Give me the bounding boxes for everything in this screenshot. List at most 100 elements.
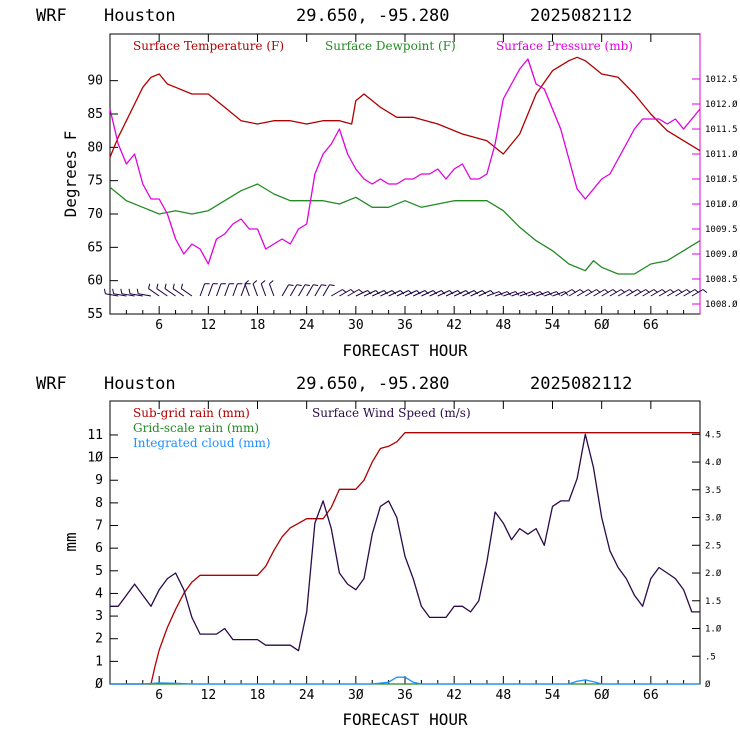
y2-tick-label: 1008.Ø [705,299,738,310]
x-tick-label: 6 [155,688,163,703]
panel-precipitation: WRF Houston 29.650, -95.280 2025082112 6… [36,374,722,729]
wind-barb [691,289,708,297]
y-tick-label: 3 [95,609,103,624]
wind-barb [148,283,160,297]
y-tick-label: 7 [95,519,103,534]
wind-barb [199,283,210,297]
wind-barb [224,283,235,297]
wind-barbs [103,280,708,297]
y2-tick-label: 1009.5 [705,225,738,235]
header-run-2: 2025082112 [530,374,632,394]
y2-tick-label: 1012.5 [705,75,738,85]
y-tick-label: 1Ø [87,451,103,466]
legend-wind-speed: Surface Wind Speed (m/s) [312,406,471,420]
x-tick-label: 3Ø [348,688,364,703]
wind-barb [103,288,119,297]
x-tick-label: 54 [545,318,561,333]
legend-pressure: Surface Pressure (mb) [496,39,633,53]
y2-tick-label: 4.Ø [705,457,722,468]
rain-series-3-line [110,433,700,652]
wind-barb [260,280,267,297]
x-tick-label: 18 [250,688,266,703]
y2-tick-label: 2.5 [705,541,721,551]
y-tick-label: 8 [95,496,103,511]
ylabel-2: mm [61,532,80,551]
x-tick-label: 42 [446,688,462,703]
x-tick-label: 18 [250,318,266,333]
y-tick-label: 75 [87,174,103,189]
wind-barb [252,280,258,297]
y2-tick-label: 1011.Ø [705,149,738,160]
header-location: Houston [104,6,176,26]
wind-barb [240,283,251,297]
y2-tick-label: 1.Ø [705,624,722,635]
wind-barb [120,288,135,297]
wind-barb [322,284,335,297]
wind-barb [216,283,226,297]
y2-tick-label: 1.5 [705,597,721,607]
y-tick-label: 2 [95,632,103,647]
legend-temperature: Surface Temperature (F) [133,39,284,53]
y2-tick-label: 1011.5 [705,125,738,135]
y-tick-label: 6 [95,541,103,556]
x-tick-label: 48 [496,688,512,703]
rain-series-2-line [110,676,700,685]
xlabel-1: FORECAST HOUR [342,341,468,360]
legend-dewpoint: Surface Dewpoint (F) [325,39,456,53]
y-tick-label: Ø [95,677,103,692]
y2-tick-label: 4.5 [705,430,721,440]
xlabel-2: FORECAST HOUR [342,710,468,729]
y2-tick-label: 3.5 [705,486,721,496]
axes-ticks-1: 6 12 18 24 30 36 42 48 54 6Ø 66 55 60 65 70 75 80 85 90 100… [87,34,738,333]
ylabel-1: Degrees F [61,131,80,218]
wind-barb [128,288,143,297]
wind-barb [172,283,185,297]
x-tick-label: 66 [643,688,659,703]
wind-barb [180,283,193,297]
series-group-2 [110,432,700,685]
wind-barb [281,284,294,297]
x-tick-label: 6Ø [594,688,610,703]
y-tick-label: 85 [87,107,103,122]
wind-barb [112,288,127,297]
wind-barb [306,284,319,297]
y-tick-label: 90 [87,74,103,89]
x-tick-label: 12 [201,688,217,703]
x-tick-label: 24 [299,318,315,333]
x-tick-label: 36 [397,688,413,703]
y-tick-label: 55 [87,307,103,322]
y2-tick-label: Ø [705,679,711,690]
wind-barb [347,289,364,297]
header-run: 2025082112 [530,6,632,26]
wind-barb [268,280,275,297]
y-tick-label: 5 [95,564,103,579]
rain-series-0-line [110,432,700,685]
x-tick-label: 54 [545,688,561,703]
wind-barb [136,288,152,297]
wind-barb [232,283,243,297]
x-tick-label: 12 [201,318,217,333]
y-tick-label: 60 [87,274,103,289]
wind-barb [207,283,218,297]
x-tick-label: 48 [496,318,512,333]
wind-barb [289,284,302,297]
panel-temperature: WRF Houston 29.650, -95.280 2025082112 6… [36,6,738,360]
wind-barb [298,284,310,297]
wind-barb [314,284,327,297]
y-tick-label: 80 [87,140,103,155]
x-tick-label: 6 [155,318,163,333]
header-coords: 29.650, -95.280 [296,6,450,26]
y2-tick-label: 1009.Ø [705,249,738,260]
x-tick-label: 24 [299,688,315,703]
y2-tick-label: 101Ø.Ø [705,199,738,210]
legend-integrated-cloud: Integrated cloud (mm) [133,436,271,450]
temp-series-0-line [109,56,701,158]
y-tick-label: 9 [95,473,103,488]
y-tick-label: 4 [95,586,103,601]
y2-tick-label: .5 [705,652,716,662]
y-tick-label: 11 [87,428,103,443]
y-tick-label: 1 [95,654,103,669]
y2-tick-label: 101Ø.5 [705,174,738,185]
header-model-2: WRF [36,374,67,394]
